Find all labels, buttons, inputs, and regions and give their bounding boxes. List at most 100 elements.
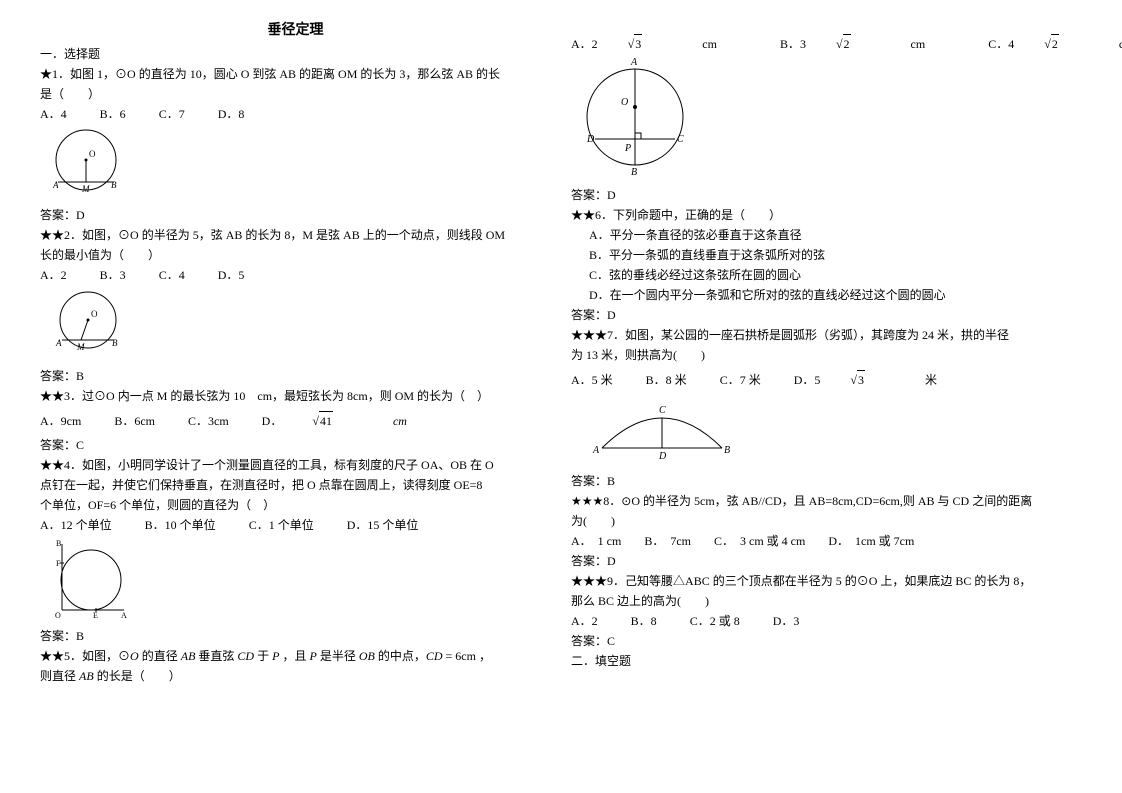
svg-text:D: D bbox=[658, 451, 667, 462]
q2-optD: D．5 bbox=[218, 266, 245, 284]
q9-options: A．2 B．8 C．2 或 8 D．3 bbox=[571, 612, 1082, 630]
q4-answer: 答案：B bbox=[40, 627, 551, 645]
q5-figure: A B D C O P bbox=[577, 57, 1082, 182]
q2-optC: C．4 bbox=[159, 266, 185, 284]
svg-text:B: B bbox=[724, 445, 730, 456]
q9-optA: A．2 bbox=[571, 612, 598, 630]
q8-optB: B． 7cm bbox=[644, 532, 691, 550]
q5-optA: A．2√3cm bbox=[571, 34, 747, 53]
q5-optC: C．4√2cm bbox=[988, 34, 1122, 53]
q9-answer: 答案：C bbox=[571, 632, 1082, 650]
q2-optB: B．3 bbox=[100, 266, 126, 284]
q1-text: ★1．如图 1，⊙O 的直径为 10，圆心 O 到弦 AB 的距离 OM 的长为… bbox=[40, 65, 551, 83]
q3-options: A．9cm B．6cm C．3cm D．√41cm bbox=[40, 411, 551, 430]
q4-optB: B．10 个单位 bbox=[145, 516, 216, 534]
q3-optA: A．9cm bbox=[40, 412, 81, 430]
star-icon: ★★ bbox=[571, 208, 595, 222]
svg-text:C: C bbox=[659, 405, 666, 416]
q1-optC: C．7 bbox=[159, 105, 185, 123]
q4-text2: 点钉在一起，并使它们保持垂直，在测直径时，把 O 点靠在圆周上，读得刻度 OE=… bbox=[40, 476, 551, 494]
q9-optC: C．2 或 8 bbox=[690, 612, 740, 630]
star-icon: ★ bbox=[40, 67, 52, 81]
q3-optD: D．√41cm bbox=[262, 411, 437, 430]
q1-text2: 是（ ） bbox=[40, 85, 551, 103]
svg-text:E: E bbox=[93, 611, 98, 618]
star-icon: ★★★ bbox=[571, 494, 603, 508]
svg-text:B: B bbox=[112, 338, 118, 348]
q5-text: ★★5．如图，⊙O 的直径 AB 垂直弦 CD 于 P ，且 P 是半径 OB … bbox=[40, 647, 551, 665]
q5-optB: B．3√2cm bbox=[780, 34, 955, 53]
q9-text: ★★★9．己知等腰△ABC 的三个顶点都在半径为 5 的⊙O 上，如果底边 BC… bbox=[571, 572, 1082, 590]
q8-optD: D． 1cm 或 7cm bbox=[828, 532, 914, 550]
q2-answer: 答案：B bbox=[40, 367, 551, 385]
q7-figure: A B C D bbox=[577, 393, 1082, 468]
page-title: 垂径定理 bbox=[40, 20, 551, 41]
q5-answer: 答案：D bbox=[571, 186, 1082, 204]
right-column: A．2√3cm B．3√2cm C．4√2cm D．4√3cm A B D C … bbox=[561, 20, 1092, 773]
star-icon: ★★★ bbox=[571, 328, 607, 342]
q8-optA: A． 1 cm bbox=[571, 532, 621, 550]
q2-options: A．2 B．3 C．4 D．5 bbox=[40, 266, 551, 284]
q4-text3: 个单位，OF=6 个单位，则圆的直径为（ ） bbox=[40, 496, 551, 514]
q6-answer: 答案：D bbox=[571, 306, 1082, 324]
q2-figure: O A M B bbox=[46, 288, 551, 363]
q1-answer: 答案：D bbox=[40, 206, 551, 224]
svg-text:M: M bbox=[81, 184, 90, 194]
q7-optB: B．8 米 bbox=[646, 371, 687, 389]
q1-optB: B．6 bbox=[100, 105, 126, 123]
q7-text2: 为 13 米，则拱高为( ) bbox=[571, 346, 1082, 364]
q1-optD: D．8 bbox=[218, 105, 245, 123]
svg-text:B: B bbox=[631, 167, 637, 177]
section-heading-2: 二．填空题 bbox=[571, 652, 1082, 670]
q5-text2: 则直径 AB 的长是（ ） bbox=[40, 667, 551, 685]
q8-optC: C． 3 cm 或 4 cm bbox=[714, 532, 805, 550]
q4-optD: D．15 个单位 bbox=[347, 516, 419, 534]
q3-optB: B．6cm bbox=[114, 412, 155, 430]
star-icon: ★★ bbox=[40, 389, 64, 403]
svg-text:B: B bbox=[56, 539, 61, 548]
svg-text:O: O bbox=[89, 149, 96, 159]
svg-text:A: A bbox=[52, 180, 59, 190]
svg-text:B: B bbox=[111, 180, 117, 190]
q2-text2: 长的最小值为（ ） bbox=[40, 246, 551, 264]
q7-text: ★★★7．如图，某公园的一座石拱桥是圆弧形（劣弧），其跨度为 24 米，拱的半径 bbox=[571, 326, 1082, 344]
q8-options: A． 1 cm B． 7cm C． 3 cm 或 4 cm D． 1cm 或 7… bbox=[571, 532, 1082, 550]
q7-answer: 答案：B bbox=[571, 472, 1082, 490]
svg-text:M: M bbox=[76, 342, 85, 352]
q1-figure: O A M B bbox=[46, 127, 551, 202]
q2-optA: A．2 bbox=[40, 266, 67, 284]
q8-text2: 为( ) bbox=[571, 512, 1082, 530]
left-column: 垂径定理 一．选择题 ★1．如图 1，⊙O 的直径为 10，圆心 O 到弦 AB… bbox=[30, 20, 561, 773]
q9-text2: 那么 BC 边上的高为( ) bbox=[571, 592, 1082, 610]
q6-optD: D．在一个圆内平分一条弧和它所对的弦的直线必经过这个圆的圆心 bbox=[571, 286, 1082, 304]
star-icon: ★★ bbox=[40, 458, 64, 472]
svg-text:D: D bbox=[586, 134, 595, 145]
q7-optA: A．5 米 bbox=[571, 371, 613, 389]
q4-figure: B F O E A bbox=[46, 538, 551, 623]
q3-answer: 答案：C bbox=[40, 436, 551, 454]
q6-optA: A．平分一条直径的弦必垂直于这条直径 bbox=[571, 226, 1082, 244]
q6-text: ★★6．下列命题中，正确的是（ ） bbox=[571, 206, 1082, 224]
svg-text:A: A bbox=[121, 611, 127, 618]
q4-options: A．12 个单位 B．10 个单位 C．1 个单位 D．15 个单位 bbox=[40, 516, 551, 534]
svg-text:O: O bbox=[91, 309, 98, 319]
q2-text: ★★2．如图，⊙O 的半径为 5，弦 AB 的长为 8，M 是弦 AB 上的一个… bbox=[40, 226, 551, 244]
q9-optB: B．8 bbox=[631, 612, 657, 630]
svg-text:A: A bbox=[55, 338, 62, 348]
q1-optA: A．4 bbox=[40, 105, 67, 123]
q8-answer: 答案：D bbox=[571, 552, 1082, 570]
svg-text:O: O bbox=[621, 97, 628, 108]
svg-text:O: O bbox=[55, 611, 61, 618]
q9-optD: D．3 bbox=[773, 612, 800, 630]
q6-optC: C．弦的垂线必经过这条弦所在圆的圆心 bbox=[571, 266, 1082, 284]
star-icon: ★★ bbox=[40, 649, 64, 663]
star-icon: ★★ bbox=[40, 228, 64, 242]
q7-optC: C．7 米 bbox=[720, 371, 761, 389]
svg-text:P: P bbox=[624, 143, 631, 154]
q6-optB: B．平分一条弧的直线垂直于这条弧所对的弦 bbox=[571, 246, 1082, 264]
q4-optA: A．12 个单位 bbox=[40, 516, 112, 534]
star-icon: ★★★ bbox=[571, 574, 607, 588]
q5-options: A．2√3cm B．3√2cm C．4√2cm D．4√3cm bbox=[571, 34, 1082, 53]
q1-options: A．4 B．6 C．7 D．8 bbox=[40, 105, 551, 123]
svg-text:A: A bbox=[592, 445, 600, 456]
